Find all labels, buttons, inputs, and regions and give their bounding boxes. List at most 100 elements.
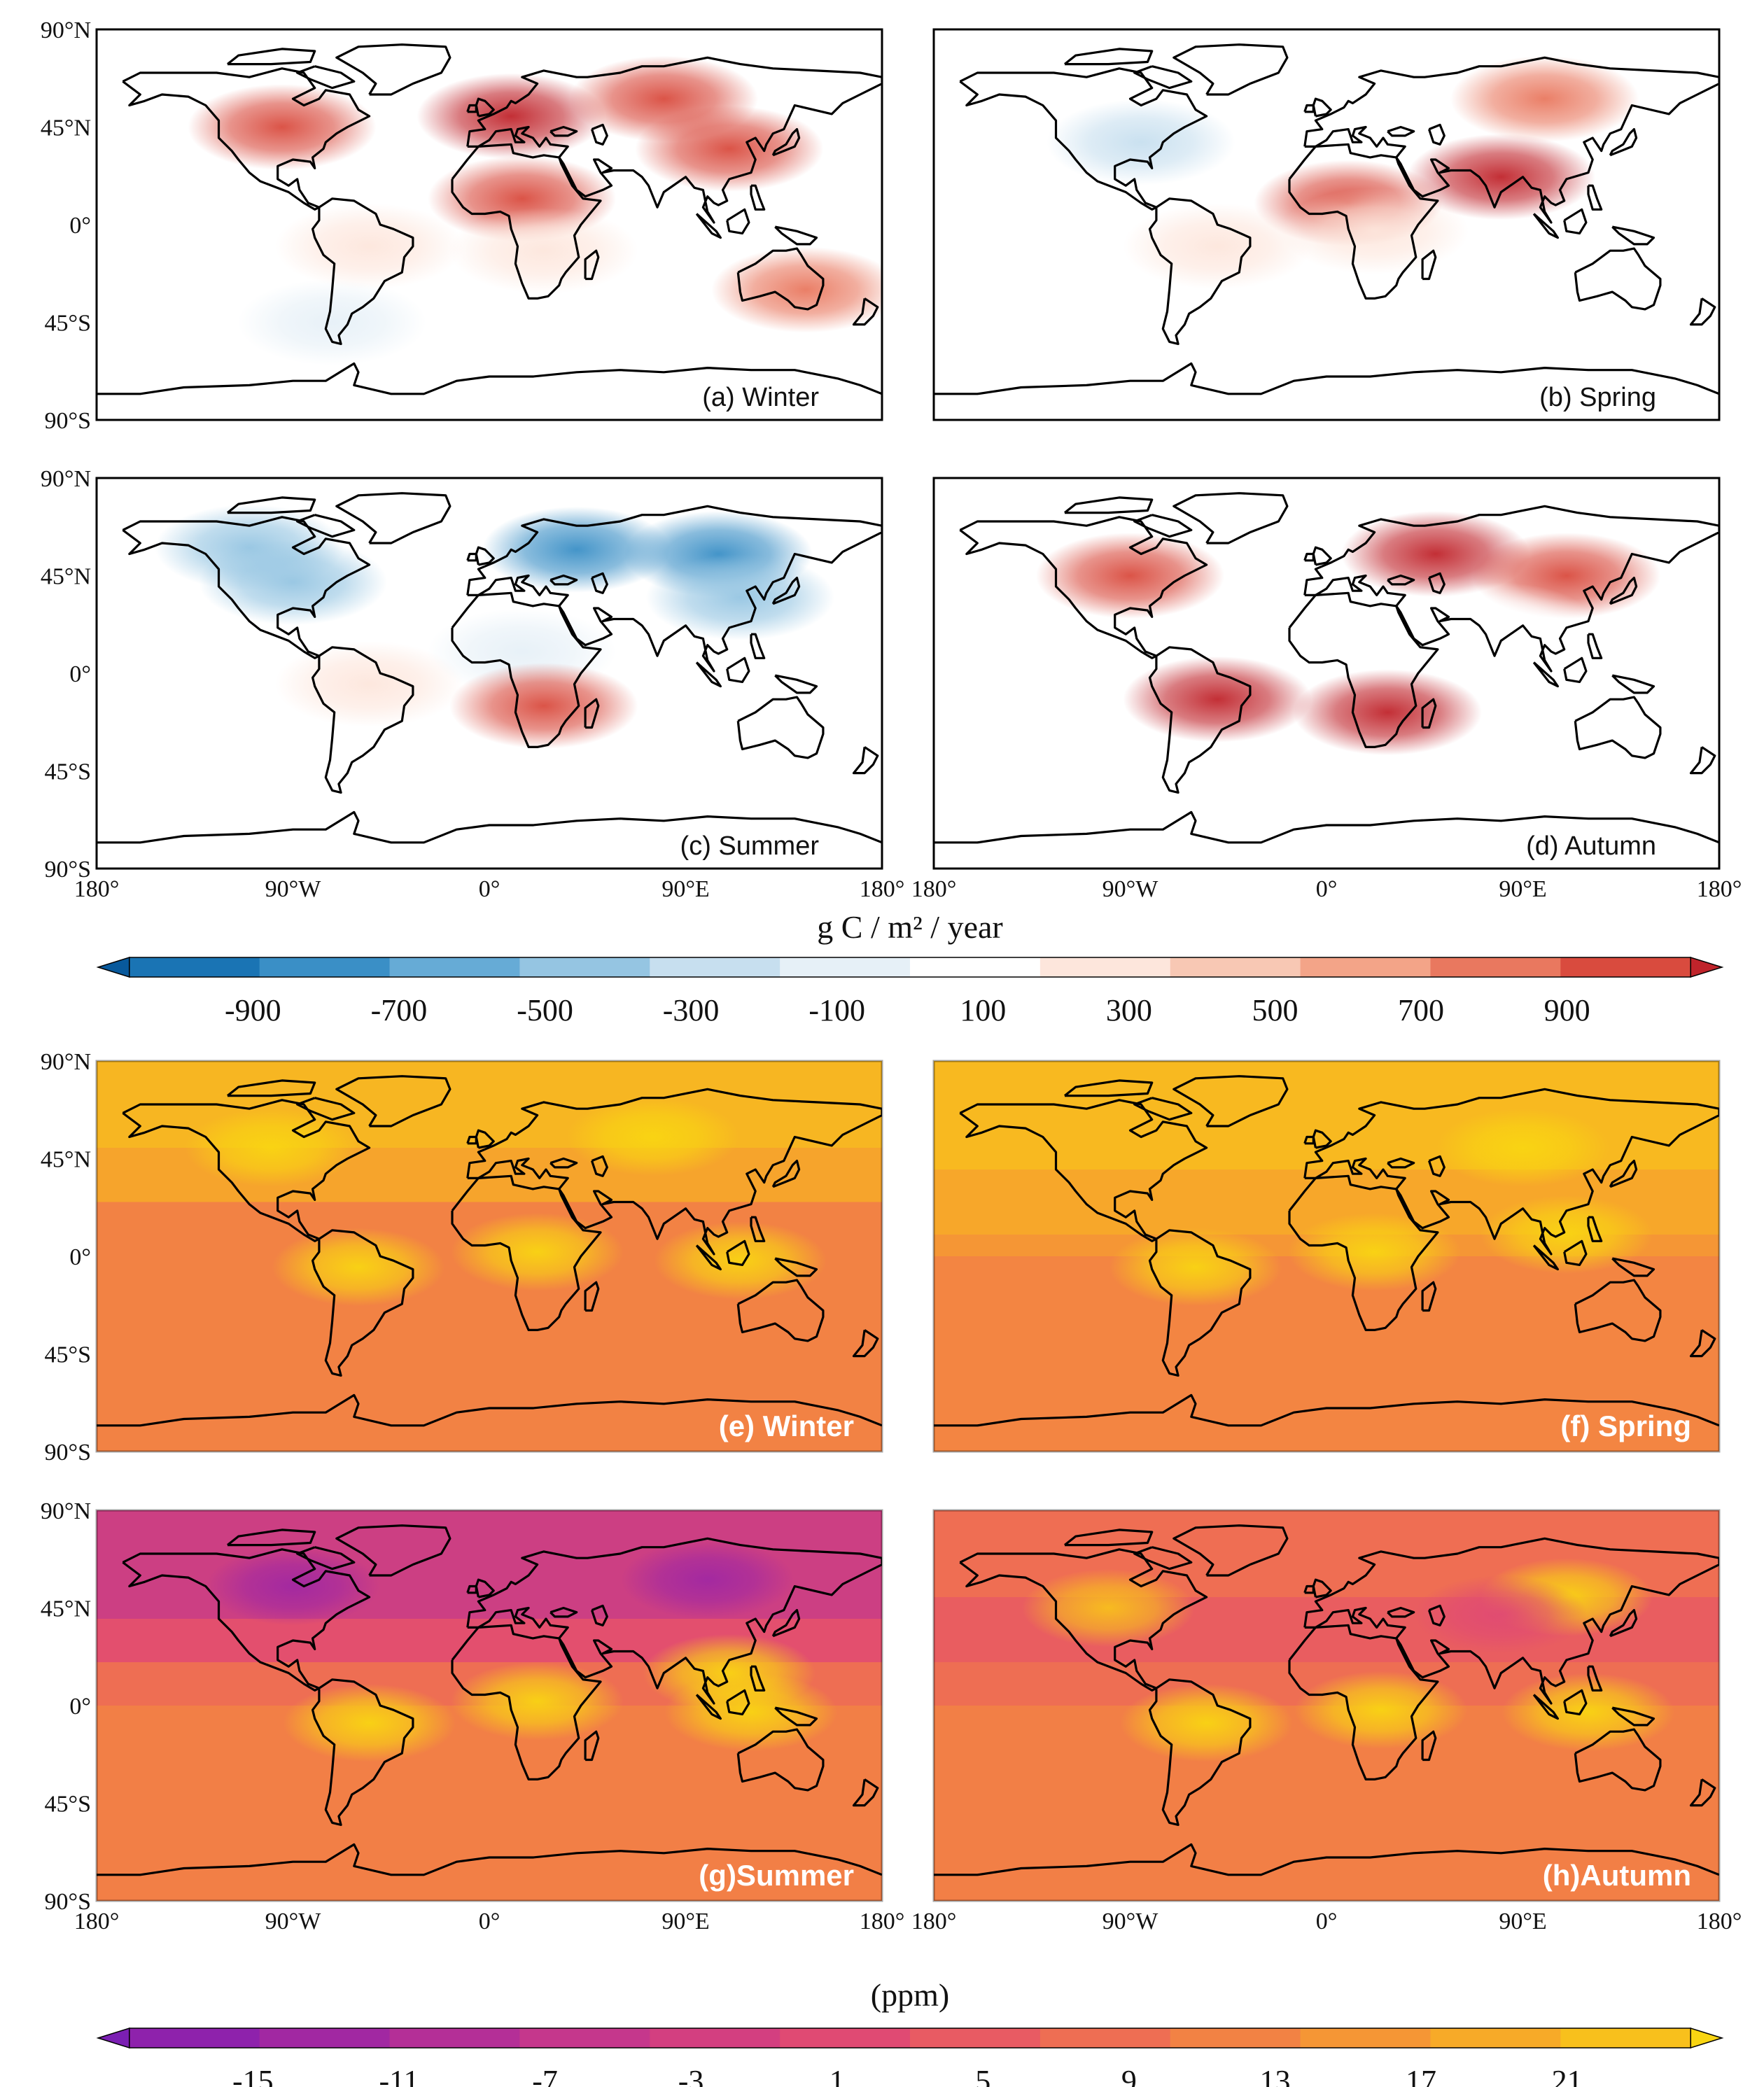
region-eastern-us <box>1046 99 1236 185</box>
coastline <box>771 577 801 605</box>
coastline <box>1689 746 1716 775</box>
lon-tick-label: 180° <box>911 876 957 902</box>
lon-tick-label: 0° <box>479 876 500 902</box>
coastline <box>1609 577 1638 605</box>
coastline <box>296 65 356 90</box>
region-amazon <box>1123 203 1312 290</box>
coastline <box>695 213 722 239</box>
coastline <box>852 1778 879 1807</box>
panel-e: (e) Winter 90°N 45°N 0° 45°S 90°S <box>41 1049 883 1466</box>
lon-tick-label: 90°E <box>1499 1909 1546 1934</box>
colorbar-title: g C / m² / year <box>817 909 1002 945</box>
coastline <box>1133 514 1193 538</box>
region-north-america <box>184 1109 358 1187</box>
lon-tick-label: 180° <box>1697 876 1742 902</box>
coastline <box>590 1604 608 1626</box>
lon-tick-label: 180° <box>74 1909 120 1934</box>
coastline <box>550 125 578 137</box>
region-europe <box>416 73 606 160</box>
coastline <box>584 698 600 729</box>
coastline <box>335 492 451 544</box>
lat-tick-label: 45°S <box>44 311 91 337</box>
lon-tick-label: 180° <box>860 1909 905 1934</box>
lat-tick-label: 45°N <box>41 564 91 590</box>
coastline <box>1532 661 1559 688</box>
coastline <box>312 1229 414 1377</box>
coastline <box>1387 125 1415 137</box>
lat-tick-label: 90°N <box>41 1498 91 1524</box>
colorbar-segment <box>389 2028 520 2048</box>
lat-tick-label: 90°S <box>44 1889 91 1915</box>
coastline <box>122 67 371 211</box>
colorbar-segment <box>1300 2028 1431 2048</box>
region-amazon <box>283 1684 456 1762</box>
coastline <box>1532 213 1559 239</box>
region-central-africa <box>1288 1213 1461 1291</box>
coastline <box>1574 247 1662 311</box>
lat-tick-label: 90°N <box>41 466 91 492</box>
colorbar-tick-label: 100 <box>960 993 1006 1027</box>
colorbar-tick-label: -300 <box>663 993 720 1027</box>
coastline <box>1427 123 1446 146</box>
coastline <box>1172 1075 1289 1127</box>
latitude-band <box>934 1256 1719 1452</box>
colorbar-tick-label: 21 <box>1552 2064 1583 2087</box>
coastline <box>1689 297 1716 326</box>
coastline <box>97 810 882 844</box>
coastline <box>1288 1624 1439 1780</box>
panel-frame <box>95 1509 883 1902</box>
coastline <box>312 197 414 346</box>
region-north-america <box>1035 533 1225 619</box>
colorbar-title: (ppm) <box>871 1977 949 2013</box>
coastline <box>1689 1329 1716 1358</box>
lon-tick-label: 0° <box>1316 876 1338 902</box>
region-siberia <box>1450 55 1639 142</box>
coastline <box>227 1529 316 1547</box>
panel-frame <box>95 1060 883 1453</box>
coastline <box>1609 128 1638 157</box>
coastline <box>1064 1079 1154 1097</box>
coastline <box>1421 698 1437 729</box>
colorbar-segment <box>259 957 391 977</box>
colorbar-tick-label: -15 <box>232 2064 274 2087</box>
colorbar-extend-max <box>1690 2027 1724 2049</box>
region-central-asia <box>1414 1575 1588 1654</box>
coastline <box>1303 56 1719 224</box>
coastline <box>959 516 1208 659</box>
coastline <box>1611 225 1656 246</box>
ppm-colorbar: (ppm) -15 -11 -7 -3 1 5 9 13 17 21 <box>96 1977 1724 2087</box>
panel-frame <box>95 28 883 421</box>
region-canada <box>206 1547 379 1626</box>
colorbar-extend-max <box>1690 956 1724 978</box>
coastline <box>774 1257 818 1277</box>
panel-f: (f) Spring <box>932 1060 1721 1453</box>
colorbar-segment <box>129 957 260 977</box>
coastline <box>695 1694 722 1720</box>
lat-tick-label: 90°S <box>44 408 91 434</box>
panel-frame <box>932 1509 1721 1902</box>
region-amazon <box>1120 1684 1294 1762</box>
coastline <box>1064 1529 1154 1547</box>
coastline <box>296 514 356 538</box>
coastline <box>584 1730 600 1762</box>
coastline <box>97 1393 882 1427</box>
coastline <box>1563 1689 1588 1715</box>
region-india <box>1406 582 1595 669</box>
coastline <box>335 1075 451 1127</box>
coastline <box>750 1216 766 1242</box>
colorbar-extend-min <box>96 956 130 978</box>
region-eurasia <box>1436 1109 1609 1187</box>
lon-tick-label: 90°W <box>265 1909 322 1934</box>
coastline <box>550 1606 578 1618</box>
coastline <box>1689 1778 1716 1807</box>
region-amazon <box>274 203 464 290</box>
region-east-asia <box>645 554 835 640</box>
coastline <box>1587 1665 1603 1692</box>
lon-tick-label: 180° <box>74 876 120 902</box>
coastline <box>584 249 600 281</box>
colorbar-tick-label: 17 <box>1406 2064 1436 2087</box>
coastline <box>750 1665 766 1692</box>
coastline <box>1563 1239 1588 1266</box>
coastline <box>227 48 316 66</box>
